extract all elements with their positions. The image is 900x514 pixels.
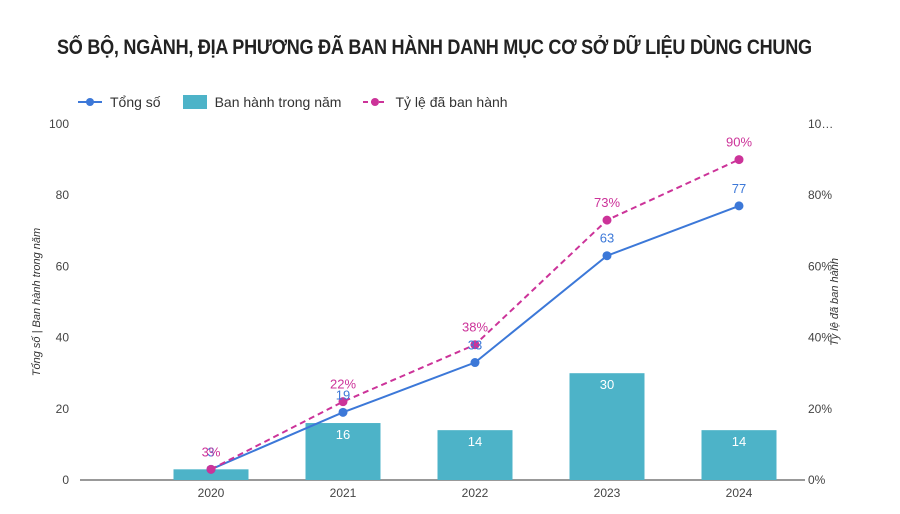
y-left-tick-label: 0 [62,473,69,487]
y-right-tick-label: 40% [808,331,832,345]
line-tong-so-data-label: 19 [336,387,350,402]
legend-item-ty-le[interactable]: Tỷ lệ đã ban hành [363,94,508,110]
legend-bar-swatch-icon [182,95,207,109]
line-tong-so-point [602,251,612,261]
legend-label-ty-le: Tỷ lệ đã ban hành [395,94,508,110]
line-ty-le-point [206,464,216,474]
bar-data-label: 30 [600,377,614,392]
line-tong-so-point [734,201,744,211]
line-tong-so-data-label: 3 [207,444,214,459]
legend-item-tong-so[interactable]: Tổng số [78,94,161,110]
x-tick-label: 2023 [594,486,621,500]
line-tong-so-point [338,407,348,417]
line-tong-so-data-label: 63 [600,231,614,246]
line-ty-le-data-label: 90% [726,135,752,150]
y-left-tick-label: 100 [49,117,69,131]
line-ty-le-data-label: 73% [594,195,620,210]
legend: Tổng số Ban hành trong năm Tỷ lệ đã ban … [78,92,530,112]
line-tong-so-data-label: 77 [732,181,746,196]
legend-dashed-line-marker-icon [363,98,388,106]
x-tick-label: 2022 [462,486,489,500]
y-left-tick-label: 60 [56,259,70,273]
y-right-tick-label: 60% [808,259,832,273]
y-left-tick-label: 20 [56,402,70,416]
bar-ban-hanh [305,423,381,480]
bar-ban-hanh [173,469,249,480]
y-left-tick-label: 80 [56,188,70,202]
bar-ban-hanh [437,430,513,480]
y-right-tick-label: 20% [808,402,832,416]
bar-ban-hanh [701,430,777,480]
line-tong-so-data-label: 33 [468,338,482,353]
legend-item-ban-hanh[interactable]: Ban hành trong năm [182,94,342,110]
legend-label-ban-hanh: Ban hành trong năm [214,94,342,110]
line-ty-le-point [470,340,480,350]
y-left-tick-label: 40 [56,331,70,345]
legend-label-tong-so: Tổng số [110,94,161,110]
bar-ban-hanh [569,373,645,480]
y-axis-right-title: Tỷ lệ đã ban hành [829,258,841,346]
line-ty-le-point [338,397,348,407]
line-ty-le-data-label: 22% [330,377,356,392]
y-axis-left-title: Tổng số | Ban hành trong năm [31,228,43,376]
legend-line-marker-icon [78,98,102,106]
line-ty-le-point [734,155,744,165]
bar-data-label: 14 [468,434,482,449]
x-tick-label: 2020 [198,486,225,500]
chart-title: SỐ BỘ, NGÀNH, ĐỊA PHƯƠNG ĐÃ BAN HÀNH DAN… [57,36,812,59]
bar-data-label: 16 [336,427,350,442]
line-ty-le-data-label: 38% [462,320,488,335]
x-tick-label: 2024 [726,486,753,500]
y-right-tick-label: 10… [808,117,833,131]
line-tong-so-point [470,358,480,368]
line-ty-le-data-label: 3% [202,444,221,459]
y-right-tick-label: 0% [808,473,826,487]
x-tick-label: 2021 [330,486,357,500]
line-ty-le-point [602,215,612,225]
line-ty-le [210,158,740,471]
y-right-tick-label: 80% [808,188,832,202]
bar-data-label: 14 [732,434,746,449]
